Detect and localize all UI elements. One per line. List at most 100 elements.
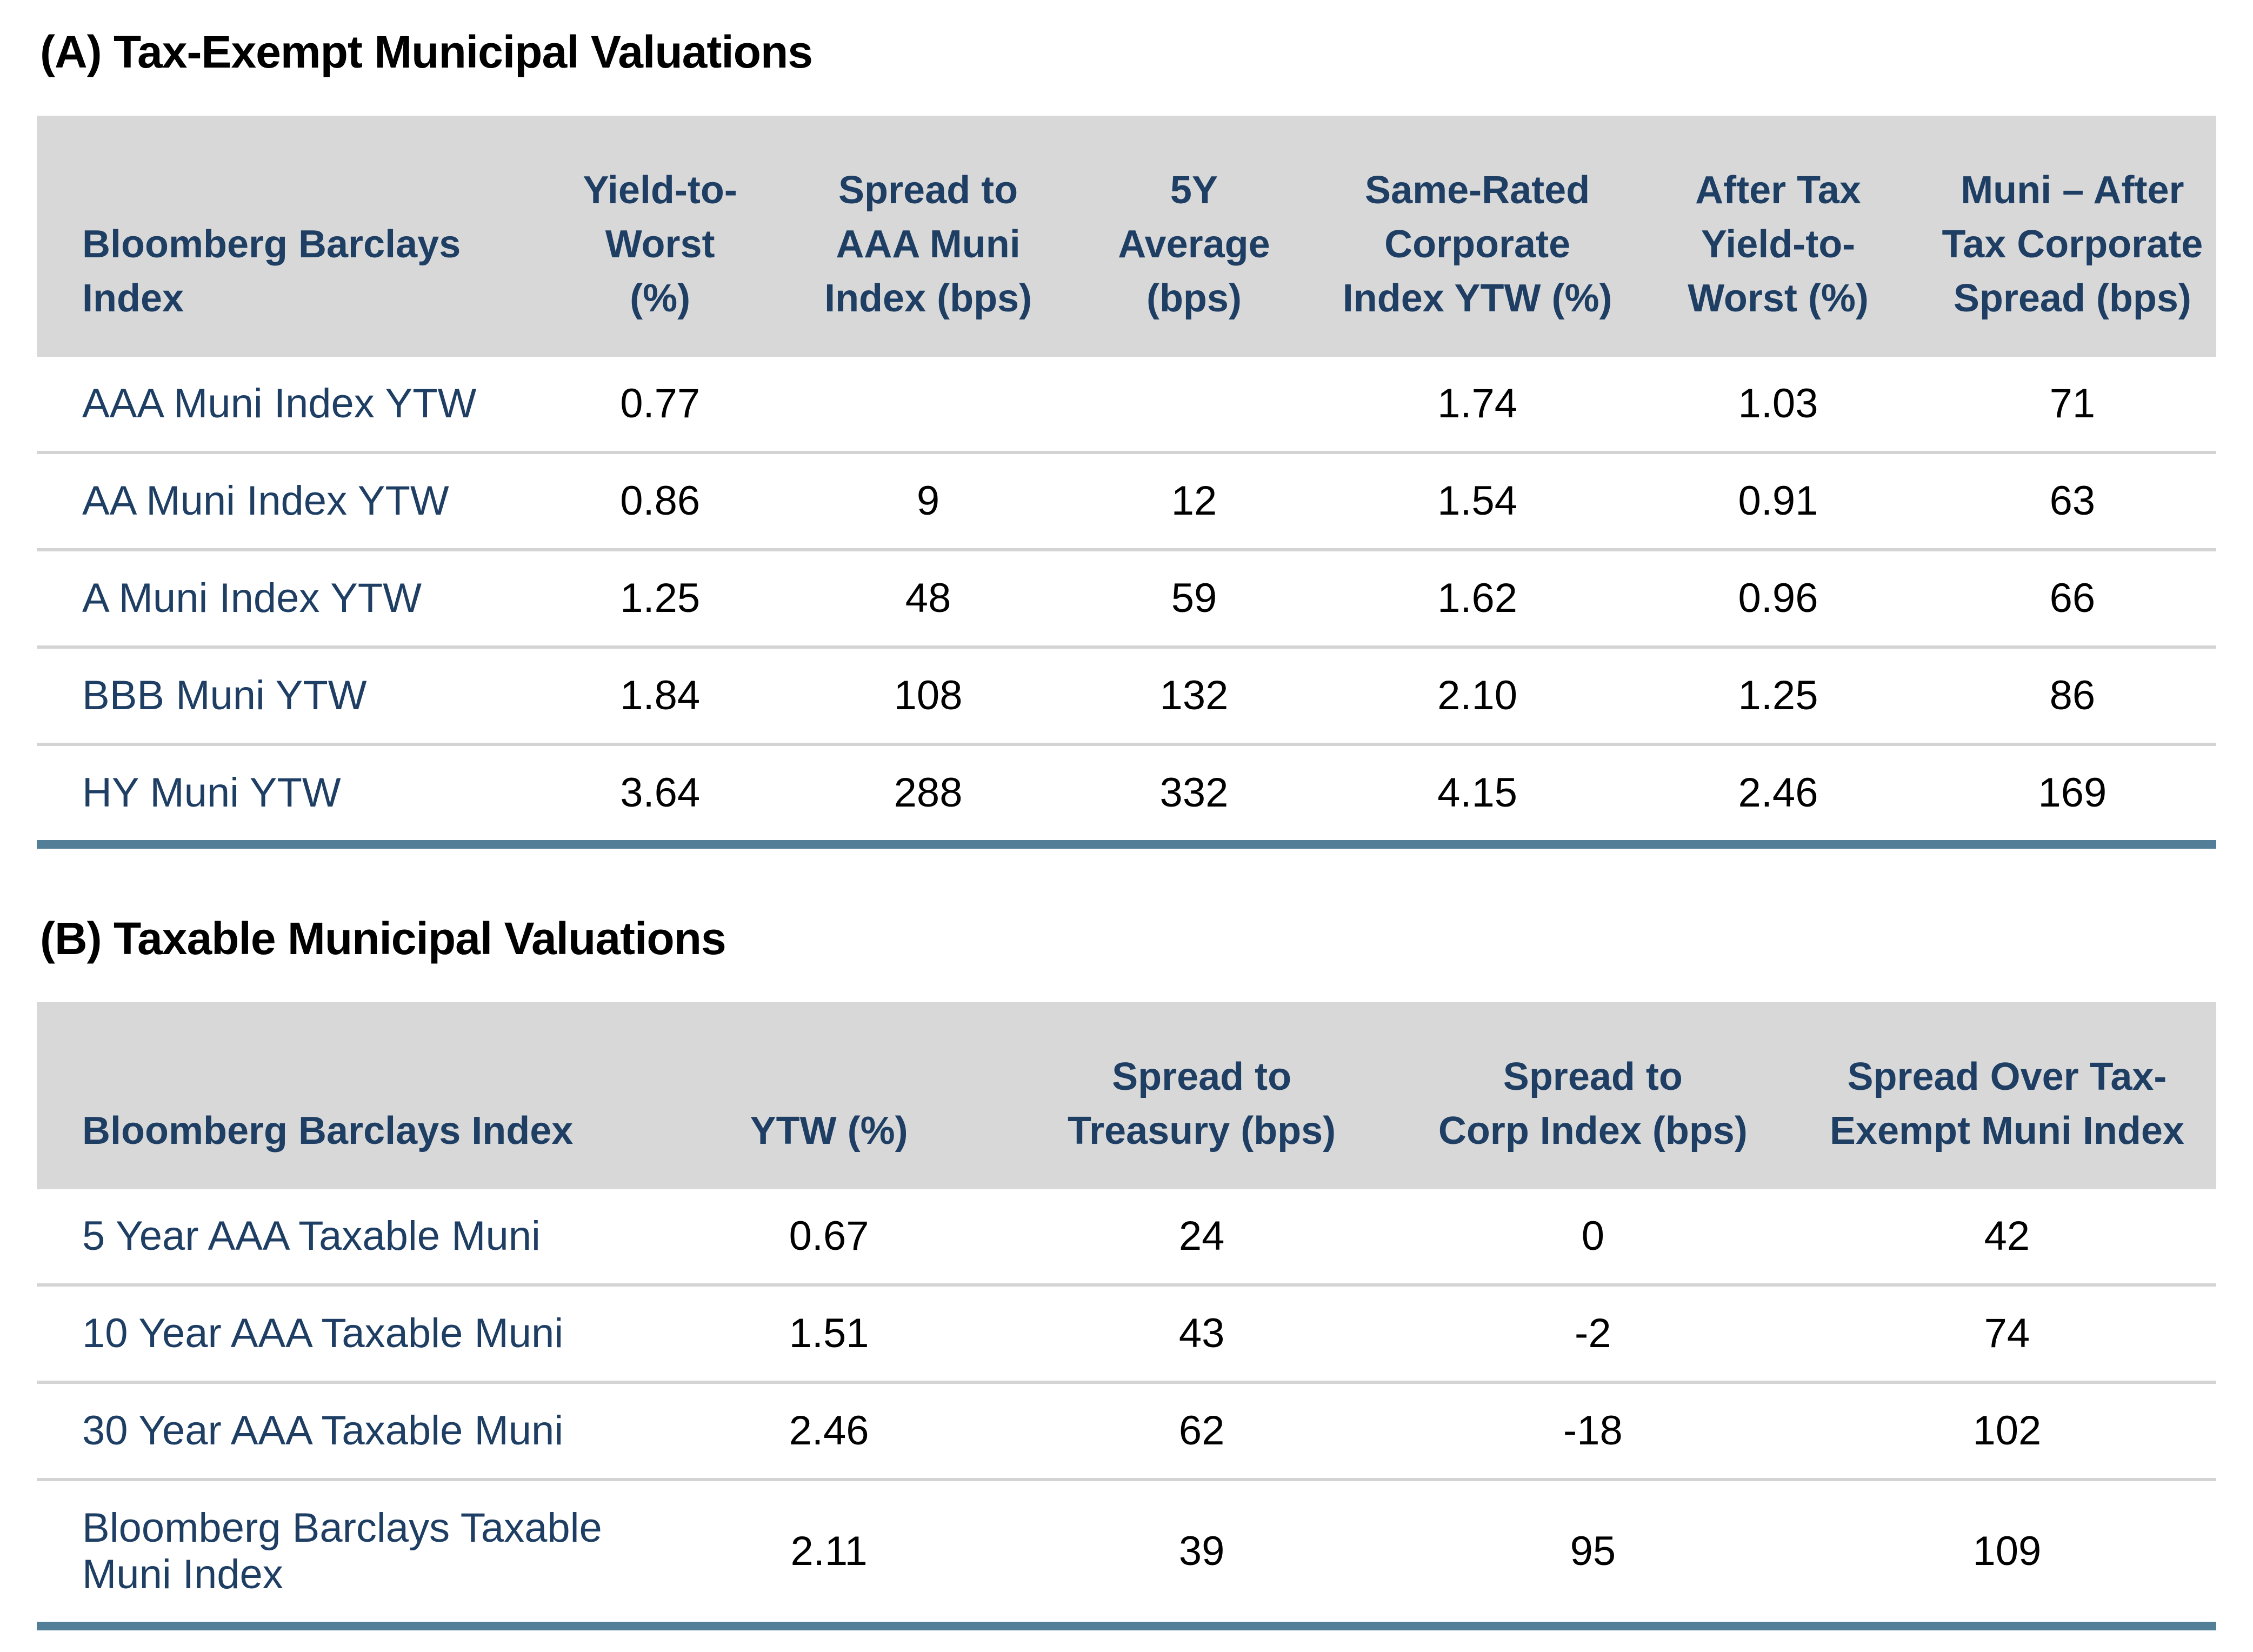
col-header-same-rated-corporate: Same-Rated Corporate Index YTW (%): [1327, 116, 1628, 357]
cell-ytw: 1.84: [525, 645, 796, 744]
col-header-after-tax-ytw: After Tax Yield-to- Worst (%): [1628, 116, 1929, 357]
header-line: Spread to: [838, 169, 1018, 212]
col-header-bloomberg-barclays-index: Bloomberg Barclays Index: [37, 1002, 643, 1189]
table-row-taxable-muni-index: Bloomberg Barclays Taxable Muni Index 2.…: [37, 1478, 2216, 1626]
table-row-aaa-muni: AAA Muni Index YTW 0.77 1.74 1.03 71: [37, 357, 2216, 452]
tax-exempt-valuations-table: Bloomberg Barclays Index Yield-to- Worst…: [37, 116, 2216, 849]
cell-muni-after-tax-spread: 86: [1928, 645, 2216, 744]
header-line: Same-Rated: [1365, 169, 1590, 212]
header-line: 5Y: [1170, 169, 1218, 212]
col-header-bloomberg-barclays-index: Bloomberg Barclays Index: [37, 116, 525, 357]
table-a-header-row: Bloomberg Barclays Index Yield-to- Worst…: [37, 116, 2216, 357]
col-header-spread-to-treasury: Spread to Treasury (bps): [1015, 1002, 1388, 1189]
cell-corporate-ytw: 1.62: [1327, 548, 1628, 647]
cell-spread-aaa: 288: [795, 743, 1062, 844]
cell-spread-over-tax-exempt: 109: [1797, 1478, 2216, 1626]
header-line: Average: [1118, 223, 1270, 266]
taxable-valuations-table: Bloomberg Barclays Index YTW (%) Spread …: [37, 1002, 2216, 1630]
cell-5y-average: 332: [1061, 743, 1327, 844]
cell-spread-treasury: 43: [1015, 1283, 1388, 1382]
col-header-spread-to-aaa-muni: Spread to AAA Muni Index (bps): [795, 116, 1062, 357]
header-line: After Tax: [1695, 169, 1861, 212]
header-line: Worst (%): [1688, 277, 1869, 320]
header-line: Bloomberg Barclays Index: [82, 1109, 574, 1153]
header-line: Spread (bps): [1953, 277, 2191, 320]
row-label: AA Muni Index YTW: [37, 451, 525, 550]
header-line: YTW (%): [750, 1109, 908, 1153]
row-label: Bloomberg Barclays Taxable Muni Index: [37, 1478, 643, 1626]
header-line: AAA Muni: [836, 223, 1021, 266]
cell-spread-over-tax-exempt: 74: [1797, 1283, 2216, 1382]
cell-5y-average: 132: [1061, 645, 1327, 744]
header-line: Index: [82, 277, 184, 320]
cell-spread-aaa: 9: [795, 451, 1062, 550]
header-line: Spread to: [1503, 1055, 1683, 1098]
header-line: Corporate: [1384, 223, 1571, 266]
cell-ytw: 3.64: [525, 743, 796, 844]
table-row-hy-muni: HY Muni YTW 3.64 288 332 4.15 2.46 169: [37, 743, 2216, 844]
table-row-bbb-muni: BBB Muni YTW 1.84 108 132 2.10 1.25 86: [37, 645, 2216, 744]
header-line: Corp Index (bps): [1438, 1109, 1748, 1153]
table-b-header-row: Bloomberg Barclays Index YTW (%) Spread …: [37, 1002, 2216, 1189]
row-label: 30 Year AAA Taxable Muni: [37, 1381, 643, 1480]
header-line: (%): [630, 277, 691, 320]
cell-ytw: 0.86: [525, 451, 796, 550]
header-line: Index YTW (%): [1342, 277, 1612, 320]
cell-5y-average: 12: [1061, 451, 1327, 550]
table-row-10y-aaa-taxable: 10 Year AAA Taxable Muni 1.51 43 -2 74: [37, 1283, 2216, 1382]
cell-spread-over-tax-exempt: 42: [1984, 1213, 2030, 1259]
row-label: HY Muni YTW: [37, 743, 525, 844]
cell-5y-average: 59: [1061, 548, 1327, 647]
cell-ytw: 0.67: [789, 1213, 869, 1259]
cell-spread-corp: 0: [1581, 1213, 1604, 1259]
header-line: Spread Over Tax-: [1847, 1055, 2167, 1098]
cell-spread-aaa: 48: [795, 548, 1062, 647]
col-header-spread-over-tax-exempt: Spread Over Tax- Exempt Muni Index: [1797, 1002, 2216, 1189]
header-line: Muni – After: [1961, 169, 2184, 212]
cell-ytw: 0.77: [620, 381, 701, 427]
cell-spread-aaa: [795, 357, 1061, 452]
row-label: BBB Muni YTW: [37, 645, 525, 744]
col-header-ytw: YTW (%): [642, 1002, 1016, 1189]
header-line: Treasury (bps): [1068, 1109, 1336, 1153]
row-label: 10 Year AAA Taxable Muni: [37, 1283, 643, 1382]
row-label: A Muni Index YTW: [37, 548, 525, 647]
cell-corporate-ytw: 2.10: [1327, 645, 1628, 744]
header-line: (bps): [1146, 277, 1242, 320]
cell-spread-corp: 95: [1388, 1478, 1798, 1626]
cell-spread-corp: -2: [1388, 1283, 1798, 1382]
header-line: Spread to: [1112, 1055, 1292, 1098]
header-line: Yield-to-: [1701, 223, 1856, 266]
cell-muni-after-tax-spread: 63: [1928, 451, 2216, 550]
col-header-5y-average: 5Y Average (bps): [1061, 116, 1327, 357]
cell-ytw: 1.25: [525, 548, 796, 647]
col-header-yield-to-worst: Yield-to- Worst (%): [525, 116, 796, 357]
header-line: Bloomberg Barclays: [82, 223, 461, 266]
cell-after-tax-ytw: 1.03: [1738, 381, 1818, 427]
cell-spread-treasury: 39: [1015, 1478, 1388, 1626]
cell-muni-after-tax-spread: 169: [1928, 743, 2216, 844]
row-label: AAA Muni Index YTW: [82, 381, 477, 427]
cell-spread-aaa: 108: [795, 645, 1062, 744]
col-header-muni-after-tax-corporate-spread: Muni – After Tax Corporate Spread (bps): [1928, 116, 2216, 357]
header-line: Tax Corporate: [1942, 223, 2203, 266]
cell-spread-corp: -18: [1388, 1381, 1798, 1480]
cell-spread-treasury: 24: [1178, 1213, 1225, 1259]
header-line: Worst: [605, 223, 715, 266]
cell-spread-treasury: 62: [1015, 1381, 1388, 1480]
header-line: Yield-to-: [583, 169, 737, 212]
table-b-title: (B) Taxable Municipal Valuations: [40, 913, 726, 964]
cell-spread-over-tax-exempt: 102: [1797, 1381, 2216, 1480]
cell-muni-after-tax-spread: 71: [2049, 381, 2096, 427]
cell-after-tax-ytw: 2.46: [1628, 743, 1929, 844]
cell-muni-after-tax-spread: 66: [1928, 548, 2216, 647]
cell-ytw: 1.51: [642, 1283, 1016, 1382]
cell-ytw: 2.46: [642, 1381, 1016, 1480]
cell-after-tax-ytw: 1.25: [1628, 645, 1929, 744]
cell-corporate-ytw: 1.74: [1437, 381, 1518, 427]
cell-after-tax-ytw: 0.91: [1628, 451, 1929, 550]
cell-ytw: 2.11: [642, 1478, 1016, 1626]
col-header-spread-to-corp-index: Spread to Corp Index (bps): [1388, 1002, 1798, 1189]
cell-5y-average: [1061, 357, 1327, 452]
